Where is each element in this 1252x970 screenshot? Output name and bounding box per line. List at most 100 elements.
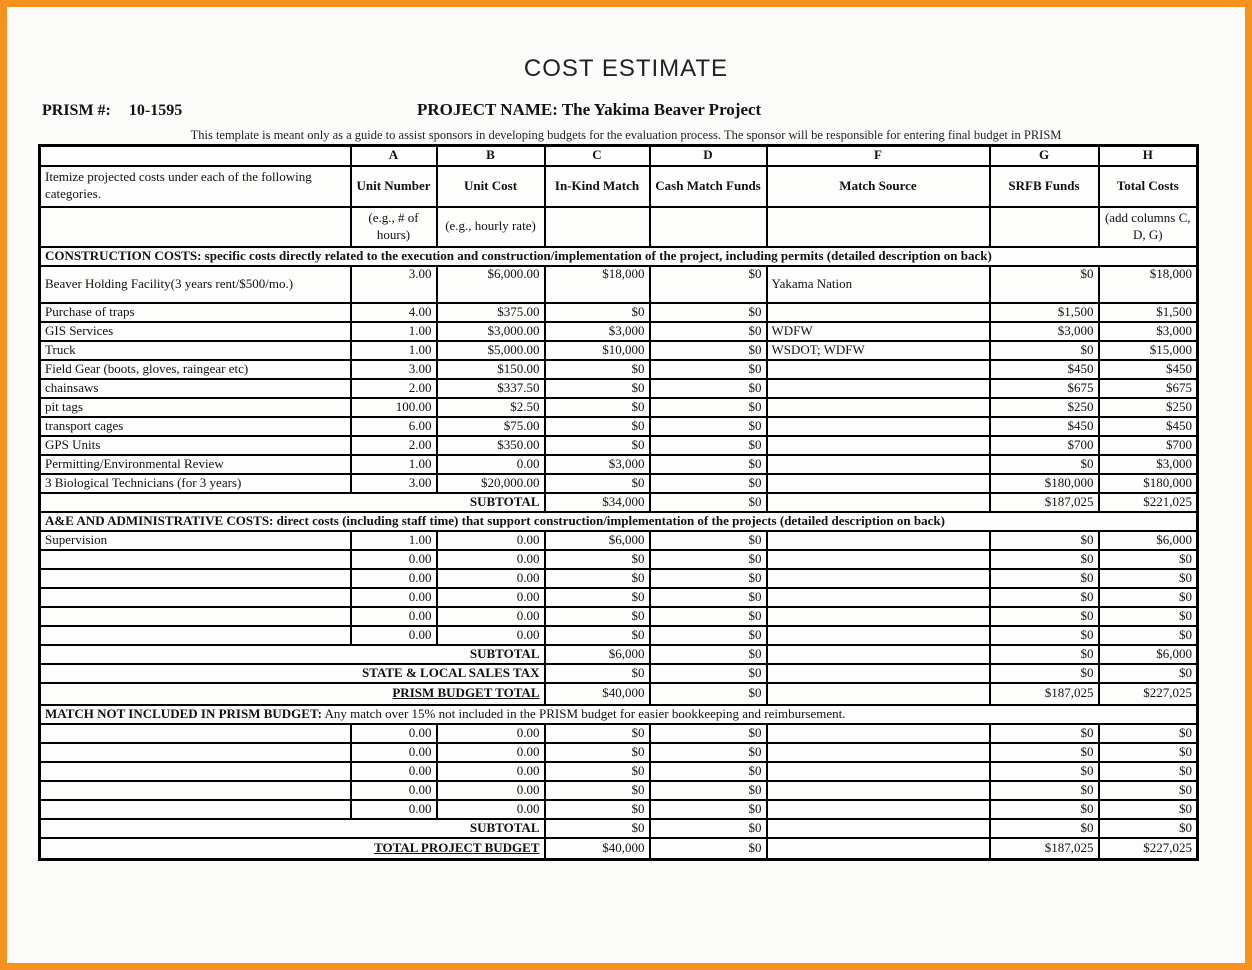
table-row: Supervision 1.00 0.00 $6,000 $0 $0 $6,000: [38, 529, 1199, 551]
cell-cash-match-funds: $0: [648, 301, 768, 323]
cell-cash-match-funds: $0: [648, 586, 768, 608]
cell-srfb-funds: $0: [988, 798, 1100, 820]
cell-match-source: [765, 472, 991, 494]
table-row: SUBTOTAL $6,000 $0 $0 $6,000: [38, 643, 1199, 665]
subheader-d-blank: [648, 205, 768, 248]
header-total-costs: Total Costs: [1097, 164, 1199, 208]
cell-srfb-funds: $700: [988, 434, 1100, 456]
table-row: 0.00 0.00 $0 $0 $0 $0: [38, 586, 1199, 608]
cell-item-label: pit tags: [38, 396, 352, 418]
table-body: CONSTRUCTION COSTS: specific costs direc…: [38, 245, 1199, 861]
header-unit-number: Unit Number: [349, 164, 438, 208]
cell-item-label: chainsaws: [38, 377, 352, 399]
cell-srfb-funds: $450: [988, 415, 1100, 437]
cell-unit-number: 2.00: [349, 377, 438, 399]
table-row: 0.00 0.00 $0 $0 $0 $0: [38, 798, 1199, 820]
cell-item-label: Beaver Holding Facility(3 years rent/$50…: [38, 264, 352, 304]
cell-total-costs: $450: [1097, 358, 1199, 380]
cell-match-source: [765, 779, 991, 801]
cell-srfb-funds: $450: [988, 358, 1100, 380]
cell-unit-cost: $20,000.00: [435, 472, 546, 494]
cell-match-source: [765, 817, 991, 839]
cell-srfb-funds: $0: [988, 722, 1100, 744]
cell-srfb-funds: $3,000: [988, 320, 1100, 342]
prism-line: PRISM #: 10-1595: [42, 102, 182, 120]
cell-match-source: [765, 434, 991, 456]
cell-unit-number: 6.00: [349, 415, 438, 437]
cell-srfb-funds: $0: [988, 643, 1100, 665]
cell-match-source: WSDOT; WDFW: [765, 339, 991, 361]
cell-match-source: [765, 415, 991, 437]
cell-srfb-funds: $0: [988, 529, 1100, 551]
cell-in-kind-match: $6,000: [543, 529, 651, 551]
column-subheaders-row: (e.g., # of hours) (e.g., hourly rate) (…: [38, 205, 1199, 248]
table-row: GPS Units 2.00 $350.00 $0 $0 $700 $700: [38, 434, 1199, 456]
cell-match-source: [765, 491, 991, 513]
cell-in-kind-match: $40,000: [543, 836, 651, 861]
cell-match-source: [765, 358, 991, 380]
cell-total-costs: $0: [1097, 586, 1199, 608]
table-row: A&E AND ADMINISTRATIVE COSTS: direct cos…: [38, 510, 1199, 532]
cell-total-costs: $6,000: [1097, 643, 1199, 665]
cell-cash-match-funds: $0: [648, 339, 768, 361]
cell-unit-number: 0.00: [349, 741, 438, 763]
table-row: Field Gear (boots, gloves, raingear etc)…: [38, 358, 1199, 380]
cell-match-source: WDFW: [765, 320, 991, 342]
cell-total-costs: $0: [1097, 605, 1199, 627]
cell-item-label: [38, 722, 352, 744]
cell-srfb-funds: $0: [988, 264, 1100, 304]
cell-in-kind-match: $0: [543, 586, 651, 608]
cell-srfb-funds: $0: [988, 453, 1100, 475]
cell-total-costs: $3,000: [1097, 320, 1199, 342]
cell-cash-match-funds: $0: [648, 798, 768, 820]
cell-unit-cost: 0.00: [435, 760, 546, 782]
cell-unit-cost: 0.00: [435, 586, 546, 608]
project-name-line: PROJECT NAME: The Yakima Beaver Project: [417, 100, 762, 119]
cell-match-source: [765, 301, 991, 323]
cell-cash-match-funds: $0: [648, 396, 768, 418]
section-header-cell: A&E AND ADMINISTRATIVE COSTS: direct cos…: [38, 510, 1199, 532]
cell-unit-cost: 0.00: [435, 453, 546, 475]
cell-item-label: 3 Biological Technicians (for 3 years): [38, 472, 352, 494]
cell-unit-number: 0.00: [349, 779, 438, 801]
cell-unit-number: 0.00: [349, 605, 438, 627]
page-title: COST ESTIMATE: [523, 55, 729, 82]
cell-item-label: [38, 760, 352, 782]
cell-unit-cost: 0.00: [435, 548, 546, 570]
cell-total-costs: $227,025: [1097, 681, 1199, 706]
cell-item-label: Field Gear (boots, gloves, raingear etc): [38, 358, 352, 380]
cell-unit-number: 3.00: [349, 264, 438, 304]
cell-unit-number: 1.00: [349, 320, 438, 342]
section-title: A&E AND ADMINISTRATIVE COSTS:: [45, 512, 274, 528]
cell-in-kind-match: $34,000: [543, 491, 651, 513]
cell-srfb-funds: $0: [988, 779, 1100, 801]
cell-srfb-funds: $0: [988, 760, 1100, 782]
col-letter-g: G: [988, 144, 1100, 167]
cell-unit-number: 0.00: [349, 567, 438, 589]
cell-unit-number: 3.00: [349, 472, 438, 494]
cell-srfb-funds: $0: [988, 624, 1100, 646]
header-itemize: Itemize projected costs under each of th…: [38, 164, 352, 208]
table-row: Beaver Holding Facility(3 years rent/$50…: [38, 264, 1199, 304]
cell-match-source: [765, 567, 991, 589]
cell-total-costs: $3,000: [1097, 453, 1199, 475]
cell-cash-match-funds: $0: [648, 358, 768, 380]
table-row: Purchase of traps 4.00 $375.00 $0 $0 $1,500 $1…: [38, 301, 1199, 323]
section-header-cell: CONSTRUCTION COSTS: specific costs direc…: [38, 245, 1199, 267]
cell-in-kind-match: $0: [543, 358, 651, 380]
cell-cash-match-funds: $0: [648, 722, 768, 744]
cell-cash-match-funds: $0: [648, 548, 768, 570]
column-letters-row: A B C D F G H: [38, 144, 1199, 167]
cell-total-costs: $1,500: [1097, 301, 1199, 323]
cell-unit-number: 0.00: [349, 760, 438, 782]
cell-unit-number: 0.00: [349, 586, 438, 608]
cell-srfb-funds: $675: [988, 377, 1100, 399]
subtotal-label: STATE & LOCAL SALES TAX: [38, 662, 546, 684]
cell-total-costs: $0: [1097, 624, 1199, 646]
cell-item-label: Truck: [38, 339, 352, 361]
header-cash-match-funds: Cash Match Funds: [648, 164, 768, 208]
cell-total-costs: $0: [1097, 548, 1199, 570]
subheader-unit-number-eg: (e.g., # of hours): [349, 205, 438, 248]
cell-match-source: [765, 760, 991, 782]
